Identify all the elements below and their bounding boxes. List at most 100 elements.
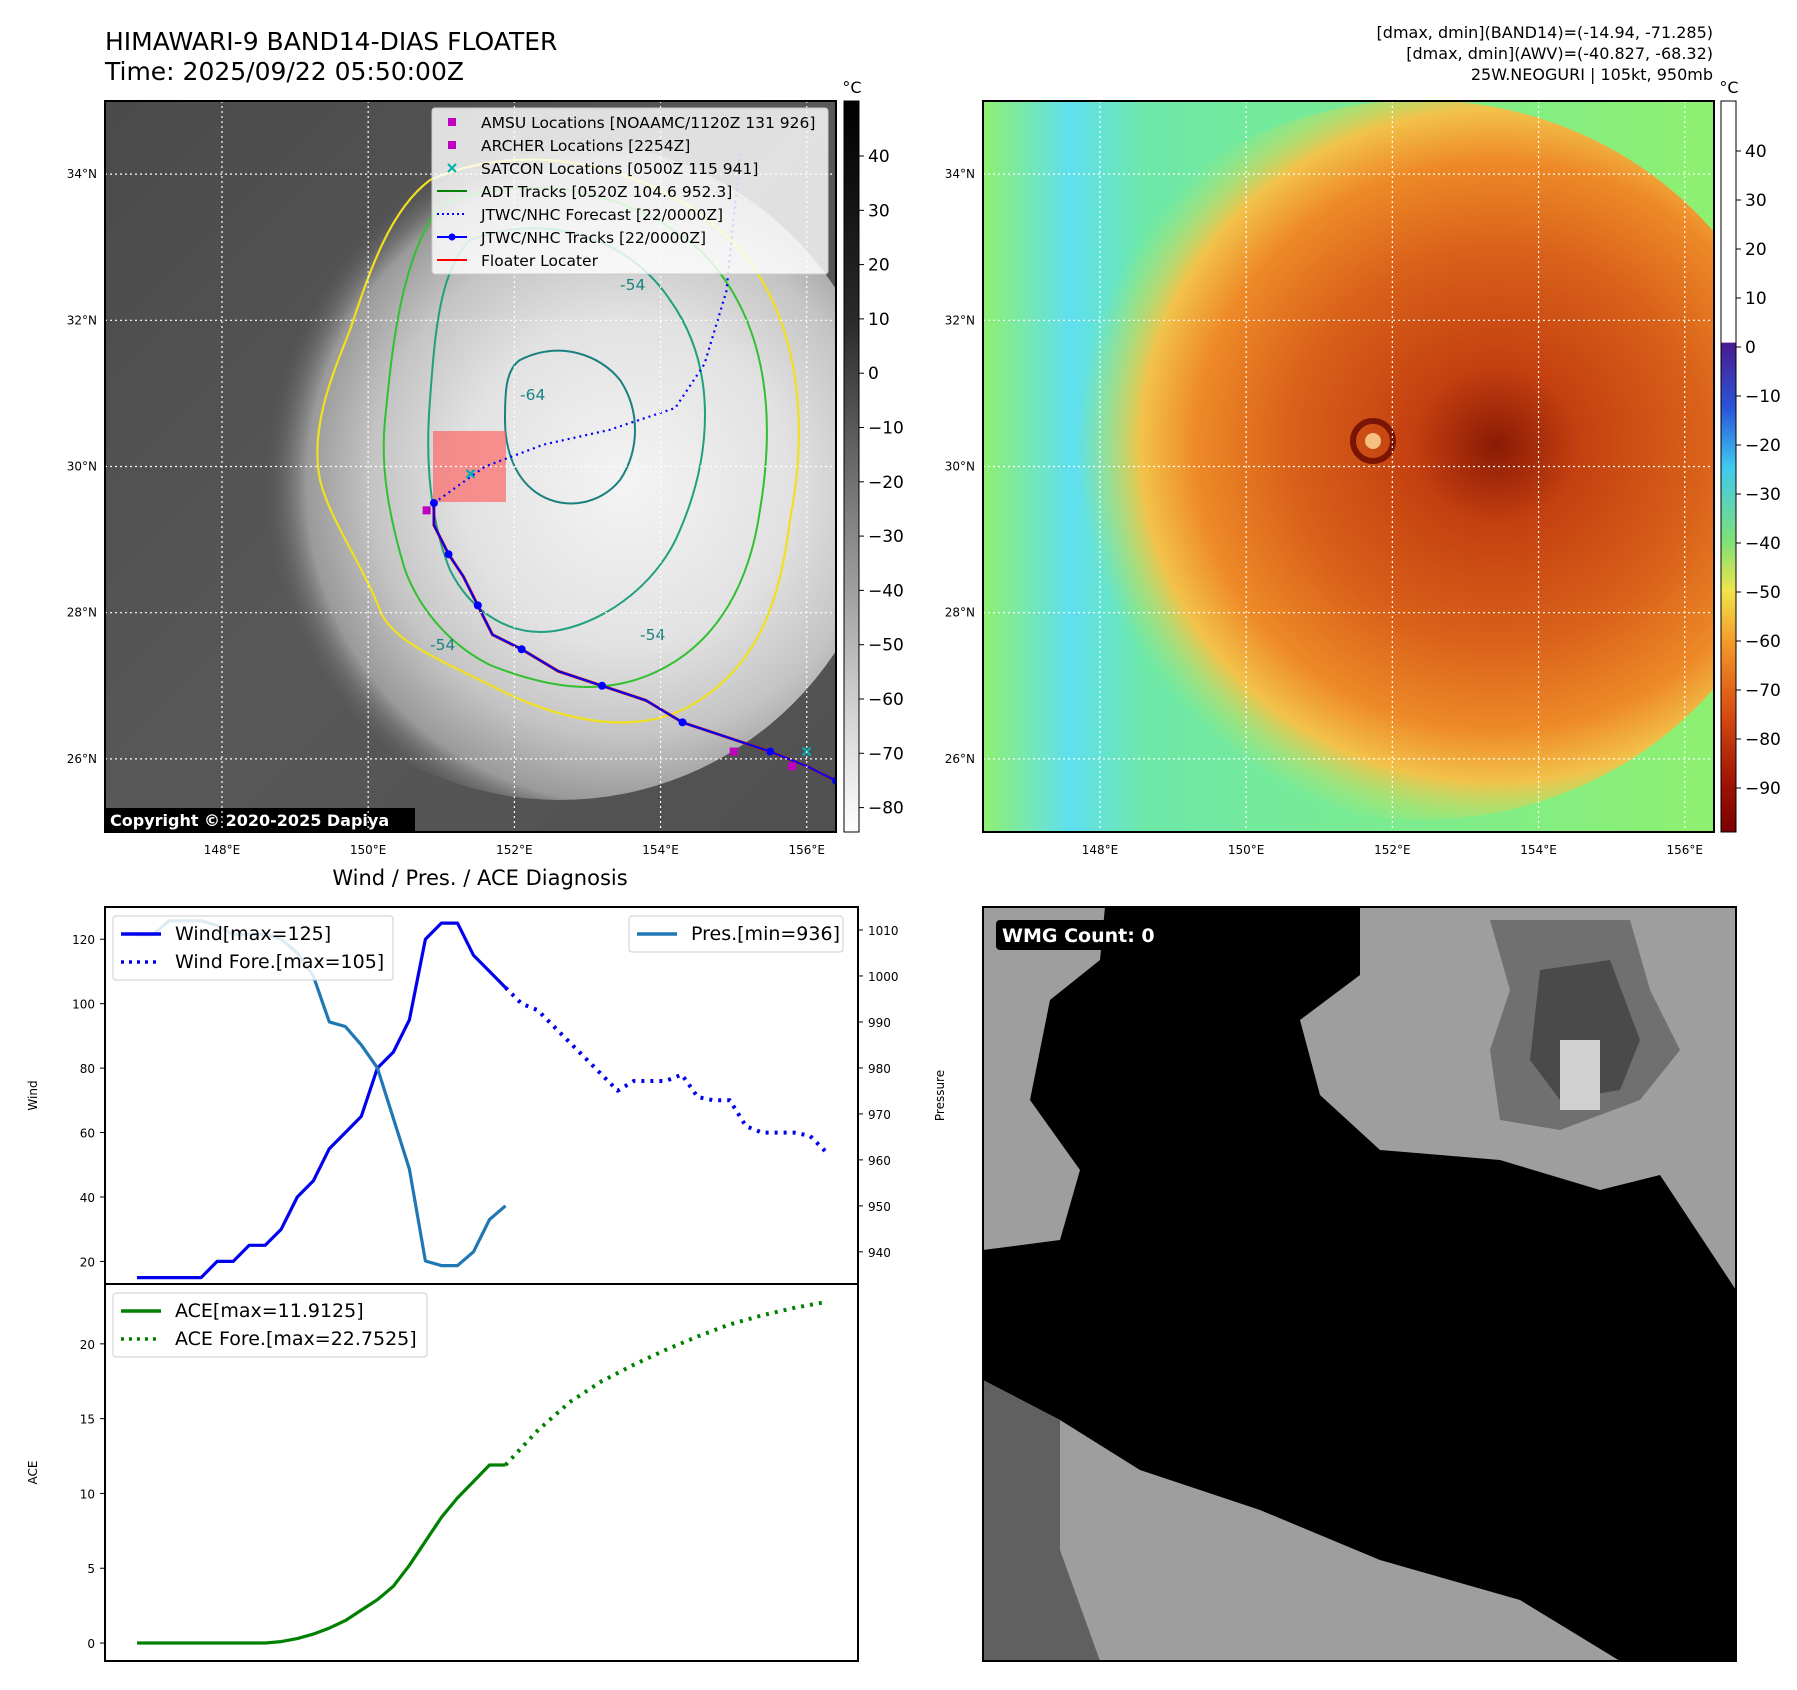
colorbar-tick-label: −50 [868,636,904,656]
colorbar-tick-label: −80 [1745,730,1781,750]
colorbar-tick-label: 30 [868,201,890,221]
wmg-dark-region [983,907,1736,1661]
lon-tick-label: 148°E [1082,843,1119,857]
wv-colorbar [1720,100,1737,833]
lat-tick-label: 28°N [945,606,975,620]
figure-title: HIMAWARI-9 BAND14-DIAS FLOATER [105,27,557,56]
lat-tick-label: 30°N [945,460,975,474]
lat-tick-label: 32°N [945,313,975,327]
wv-satellite-panel: 148°E 150°E 152°E 154°E 156°E 34°N 32°N 30°N 28°… [945,78,1781,857]
info-band14: [dmax, dmin](BAND14)=(-14.94, -71.285) [1377,23,1713,42]
figure-time: Time: 2025/09/22 05:50:00Z [104,57,464,86]
chart-legend-box [112,1292,428,1358]
ir-legend-items: AMSU Locations [NOAAMC/1120Z 131 926] ARC… [437,114,815,270]
contour-label: -54 [640,626,665,644]
wv-colorbar-ticks: 40 30 20 10 0 −10 −20 −30 −40 −50 −60 −70 −80 −90 [1736,142,1781,799]
satcon-location-marker [465,469,476,479]
y-tick-label: 120 [72,933,95,947]
colorbar-tick-label: −20 [868,473,904,493]
y-axis-label: Wind [26,1080,40,1110]
ir-track-layer: -64 -54 -54 -54 [422,152,836,785]
contour-label: -64 [520,386,545,404]
lon-tick-label: 156°E [789,843,826,857]
colorbar-tick-label: 20 [1745,240,1767,260]
wmg-panel: WMG Count: 0 [982,906,1737,1662]
wv-storm-canopy [1040,101,1714,820]
chart-legend-box [112,915,394,981]
colorbar-tick-label: −70 [1745,681,1781,701]
jtwc-track-point [766,747,775,756]
diagnosis-title: Wind / Pres. / ACE Diagnosis [332,866,627,890]
lon-tick-label: 150°E [1228,843,1265,857]
wmg-panel-frame [982,906,1737,1662]
y-tick-label: 15 [80,1413,95,1427]
y2-axis-label: Pressure [933,1070,947,1121]
wv-panel-frame [982,100,1715,833]
lat-tick-label: 30°N [67,460,97,474]
series-line [137,1463,506,1645]
y2-tick-label: 950 [868,1200,891,1214]
ir-colorbar-ticks: 40 30 20 10 0 −10 −20 −30 −40 −50 −60 −70 −80 [859,147,904,819]
wv-lat-lon-grid: 148°E 150°E 152°E 154°E 156°E 34°N 32°N 30°N 28°… [945,101,1714,857]
amsu-location-marker [729,747,738,756]
colorbar-tick-label: 30 [1745,191,1767,211]
ir-core-contour [503,349,636,505]
colorbar-tick-label: 10 [1745,289,1767,309]
jtwc-track-line [432,503,836,782]
ir-inner-contour [427,227,706,633]
legend-entry-label: JTWC/NHC Forecast [22/0000Z] [480,206,723,224]
y2-tick-label: 970 [868,1108,891,1122]
wmg-darker-patch [1530,960,1640,1100]
colorbar-tick-label: 20 [868,256,890,276]
colorbar-tick-label: −40 [868,581,904,601]
colorbar-tick-label: −30 [1745,485,1781,505]
lon-tick-label: 148°E [204,843,241,857]
lat-tick-label: 28°N [67,606,97,620]
wmg-label-box [996,920,1174,950]
y-tick-label: 10 [80,1487,95,1501]
lon-tick-label: 156°E [1667,843,1704,857]
contour-label: -54 [620,276,645,294]
ir-legend-box [431,107,829,275]
colorbar-tick-label: 0 [868,364,879,384]
y2-tick-label: 990 [868,1016,891,1030]
lon-tick-label: 150°E [350,843,387,857]
wv-eyewall [1350,418,1396,464]
colorbar-tick-label: −40 [1745,534,1781,554]
amsu-location-marker [422,506,431,515]
colorbar-tick-label: −50 [1745,583,1781,603]
ir-colorbar-unit: °C [842,78,861,97]
legend-marker-dot [448,233,456,241]
y-tick-label: 40 [80,1191,95,1205]
lat-tick-label: 26°N [945,752,975,766]
ir-colorbar [843,100,860,833]
y-tick-label: 60 [80,1127,95,1141]
colorbar-tick-label: −20 [1745,436,1781,456]
y2-tick-label: 1010 [868,924,899,938]
legend-entry-label: JTWC/NHC Tracks [22/0000Z] [480,229,706,247]
ir-legend: AMSU Locations [NOAAMC/1120Z 131 926] ARC… [431,107,829,275]
colorbar-tick-label: −90 [1745,779,1781,799]
copyright-box [105,808,415,832]
ace-chart: 0 5 10 15 20 ACE ACE[max=11.9125] ACE Fore.[max… [26,1283,859,1662]
legend-marker-square [448,118,456,126]
colorbar-tick-label: −10 [868,419,904,439]
colorbar-tick-label: −10 [1745,387,1781,407]
jtwc-track-point [473,601,482,610]
amsu-location-marker [788,762,797,771]
y-tick-label: 20 [80,1255,95,1269]
chart-legend-box [628,915,844,953]
y2-tick-label: 960 [868,1154,891,1168]
ir-cirrus-shield [230,140,836,800]
colorbar-tick-label: 0 [1745,338,1756,358]
colorbar-tick-label: −80 [868,799,904,819]
ir-panel-frame [104,100,837,833]
colorbar-tick-label: −60 [868,690,904,710]
lon-tick-label: 154°E [1520,843,1557,857]
y-tick-label: 0 [87,1637,95,1651]
colorbar-tick-label: 40 [1745,142,1767,162]
ir-satellite-panel: -64 -54 -54 -54 Copyright © 2020-2025 Dapiy… [67,78,904,857]
legend-entry-label: ARCHER Locations [2254Z] [481,137,690,155]
legend-marker-x [447,163,457,173]
jtwc-track-point [598,681,607,690]
